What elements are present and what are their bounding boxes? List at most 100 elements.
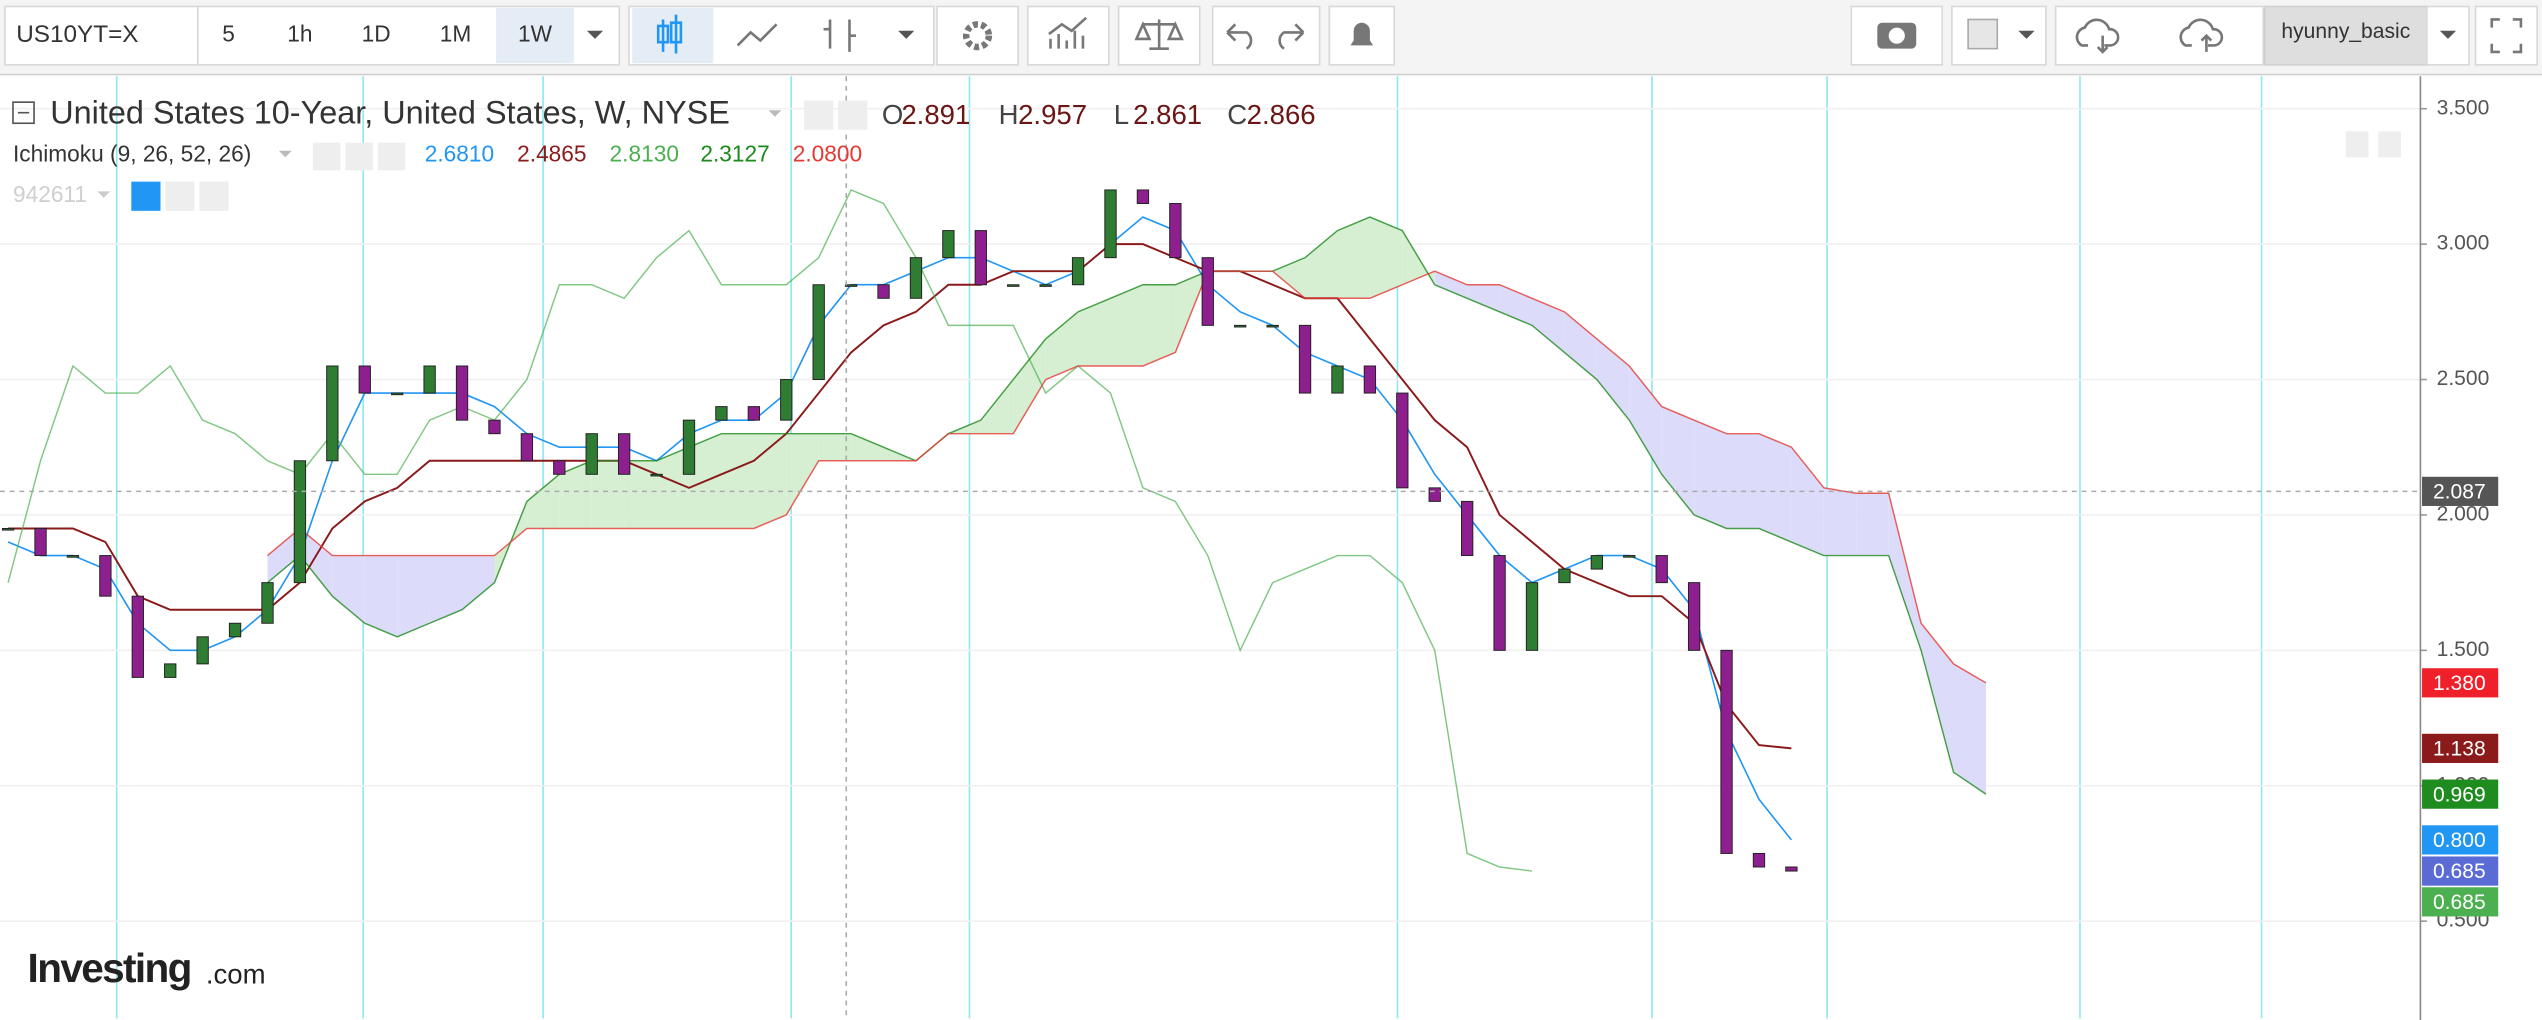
candle [228,622,242,638]
cloud [1791,447,1824,556]
cloud [526,474,560,529]
candle [1590,555,1604,570]
candle [1752,852,1766,868]
user-name[interactable]: hyunny_basic [2281,20,2410,43]
remove-icon[interactable] [199,181,229,211]
candle [423,365,436,394]
cloud [1369,217,1403,299]
collapse-icon[interactable] [12,101,35,125]
candle [585,433,598,475]
undo-icon[interactable] [1226,23,1253,50]
candle [1785,866,1798,872]
scroll-icon[interactable] [2378,131,2401,158]
dropdown-arrow [2439,30,2457,39]
cloud [1758,433,1792,543]
cloud [364,555,398,637]
brand-suffix: .com [206,958,266,989]
y-tick-label: 3.000 [2437,232,2490,255]
price-tag-label: 1.380 [2433,672,2486,695]
price-tag [2422,779,2499,809]
candle [261,582,274,624]
line-icon[interactable] [736,23,778,47]
cloud [1078,298,1111,366]
candle [1071,257,1085,286]
scroll-icon[interactable] [2345,131,2369,158]
toolbar: US10YT=X 5 1h 1D 1M 1W hyu [0,0,2542,76]
settings-icon[interactable] [838,100,868,130]
cloud [656,447,689,529]
cloud [1726,433,1759,529]
indicators-btn[interactable] [1027,5,1110,66]
save-icon[interactable] [2179,18,2224,52]
settings-icon[interactable] [345,142,373,171]
cloud [1532,298,1565,353]
brand: Investing [28,945,191,991]
interval[interactable]: 1h [287,21,312,47]
cloud [1694,420,1727,529]
settings-btn[interactable] [936,5,1019,66]
cloud [1564,311,1597,380]
fullscreen-icon [2490,18,2523,54]
fullscreen-btn[interactable] [2474,5,2538,66]
dropdown-arrow[interactable] [278,150,292,158]
dropdown-arrow[interactable] [768,110,782,117]
settings-icon[interactable] [165,181,195,211]
ohlc-label: L [1114,99,1129,130]
price-tag-label: 1.138 [2433,738,2486,761]
cloud [1434,271,1468,299]
dropdown-arrow[interactable] [2018,30,2035,39]
interval[interactable]: 5 [222,21,235,47]
dropdown-arrow[interactable] [97,191,111,198]
cloud [1921,623,1954,773]
ohlc-value: 2.891 [901,99,970,130]
symbol[interactable]: US10YT=X [16,21,138,48]
interval[interactable]: 1D [362,21,391,47]
cloud [1888,493,1922,651]
candle [617,433,631,475]
candle [1136,189,1150,204]
symbol-box[interactable] [4,5,199,66]
cloud [1823,487,1857,556]
scale-icon [1134,19,1184,50]
load-icon[interactable] [2075,18,2120,54]
gear-icon [962,21,993,51]
indicator-value: 2.0800 [793,141,862,167]
user-box[interactable] [2263,5,2428,66]
dropdown-arrow[interactable] [898,30,915,39]
candle [1396,392,1409,489]
bell-icon [1350,22,1374,46]
y-tick-label: 2.000 [2437,502,2490,525]
eye-icon[interactable] [804,100,834,130]
cloud [1337,217,1370,299]
candle-icon[interactable] [656,14,683,54]
candle [715,406,728,421]
remove-icon[interactable] [377,142,406,171]
cloud [1110,284,1143,366]
candle [1428,487,1441,502]
dropdown-arrow[interactable] [586,30,604,39]
cloud [397,555,430,637]
cloud [1629,365,1662,475]
candle [1623,555,1636,558]
eye-icon[interactable] [131,181,161,211]
cloud [721,433,754,529]
cloud [786,433,819,515]
redo-icon[interactable] [1278,23,1305,50]
candle [1493,555,1506,651]
price-tag [2422,476,2499,506]
cloud [1142,284,1176,366]
candle [164,663,177,678]
cloud [851,433,884,461]
plot-layer [0,76,2421,1019]
ohlc-label: O [882,99,903,130]
candle [942,230,955,259]
candle [293,460,307,584]
bar-icon[interactable] [823,19,856,52]
eye-icon[interactable] [312,142,341,171]
price-tag [2422,856,2499,886]
interval[interactable]: 1M [440,21,472,47]
layout-btn[interactable] [1951,5,2047,66]
interval[interactable]: 1W [518,21,553,47]
cloud [267,528,300,583]
